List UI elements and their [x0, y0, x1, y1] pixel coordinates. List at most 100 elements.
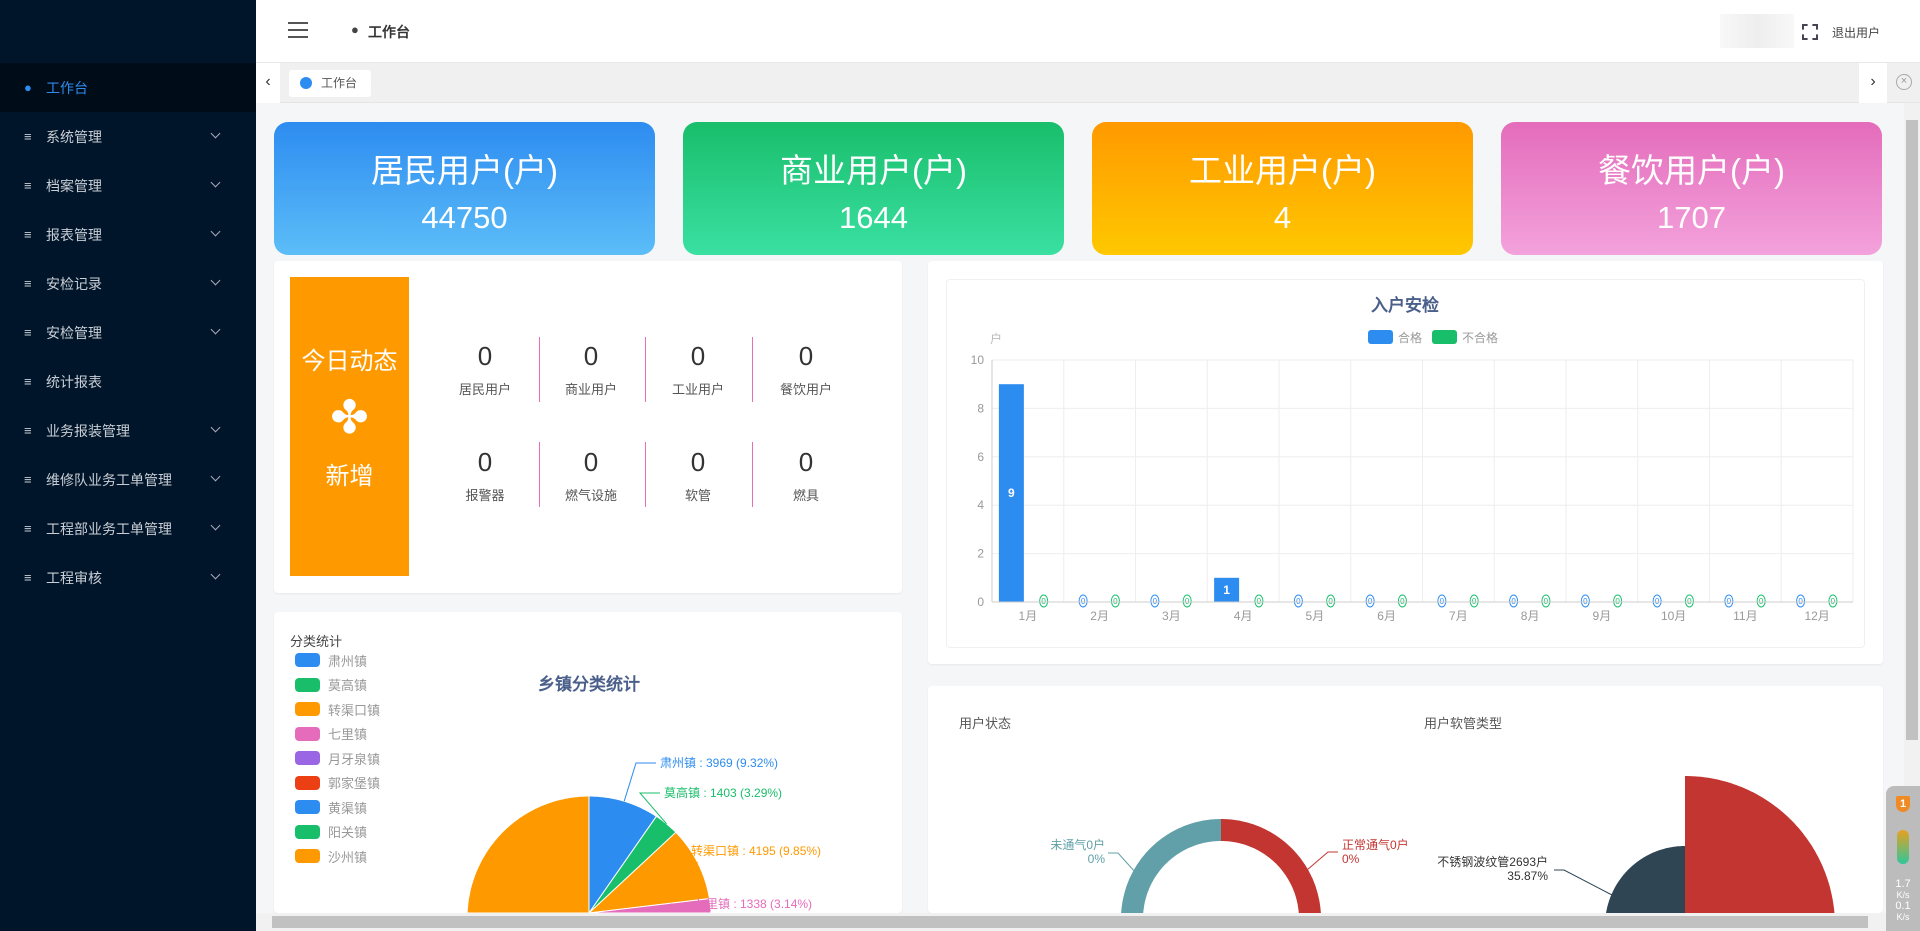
tab-workbench[interactable]: 工作台	[289, 70, 371, 97]
legend-item[interactable]: 莫高镇	[295, 677, 367, 693]
stat-card-1[interactable]: 商业用户(户) 1644	[683, 122, 1064, 255]
legend-swatch[interactable]	[1432, 330, 1457, 344]
legend-label: 月牙泉镇	[328, 751, 381, 767]
bar-zero-marker[interactable]	[1365, 594, 1375, 608]
menu-toggle-icon[interactable]	[288, 22, 308, 38]
today-badge: 今日动态 ✤ 新增	[290, 277, 409, 576]
legend-item[interactable]: 转渠口镇	[295, 701, 381, 718]
legend-item[interactable]: 郭家堡镇	[295, 775, 380, 791]
sidebar-item-0[interactable]: ● 工作台	[0, 63, 256, 112]
legend-label: 郭家堡镇	[328, 776, 381, 791]
donut-slice[interactable]	[1221, 819, 1321, 913]
bar-zero-marker[interactable]	[1110, 594, 1120, 608]
bar-zero-marker[interactable]	[1397, 594, 1407, 608]
donut-slice[interactable]	[1121, 819, 1221, 913]
chevron-down-icon	[210, 177, 221, 188]
sidebar-item-1[interactable]: ≡ 系统管理	[0, 112, 256, 161]
bar-zero-marker[interactable]	[1796, 594, 1806, 608]
rose-slice[interactable]	[1568, 776, 1835, 913]
menu-icon: ≡	[24, 178, 32, 193]
horizontal-scrollbar[interactable]	[256, 913, 1904, 931]
bar-zero-marker[interactable]	[1828, 594, 1838, 608]
donut-label-percent: 0%	[1088, 852, 1106, 866]
stat-card-2[interactable]: 工业用户(户) 4	[1092, 122, 1473, 255]
stat-card-3[interactable]: 餐饮用户(户) 1707	[1501, 122, 1882, 255]
pie-slice[interactable]	[588, 795, 658, 913]
sidebar-item-label: 报表管理	[46, 226, 102, 243]
pie-label-line	[638, 792, 667, 825]
bar-zero-marker[interactable]	[1684, 594, 1694, 608]
bar-zero-marker[interactable]	[1724, 594, 1734, 608]
breadcrumb[interactable]: 工作台	[368, 24, 410, 40]
bar-zero-marker[interactable]	[1469, 594, 1479, 608]
stat-card-0[interactable]: 居民用户(户) 44750	[274, 122, 655, 255]
legend-item[interactable]: 黄渠镇	[295, 799, 367, 816]
rose-label-line	[1554, 869, 1613, 896]
pie-slice-remaining[interactable]	[466, 795, 711, 913]
rose-slice[interactable]	[1605, 846, 1685, 913]
x-tick-label: 7月	[1449, 609, 1468, 623]
bar-zero-marker[interactable]	[1326, 594, 1336, 608]
today-subtitle: 新增	[325, 463, 374, 490]
legend-label[interactable]: 合格	[1398, 330, 1422, 345]
bar-zero-marker[interactable]	[1182, 594, 1192, 608]
sidebar-item-4[interactable]: ≡ 安检记录	[0, 259, 256, 308]
pie-slice[interactable]	[588, 898, 712, 913]
sidebar-item-5[interactable]: ≡ 安检管理	[0, 308, 256, 357]
bar[interactable]	[1214, 577, 1240, 602]
sidebar-item-10[interactable]: ≡ 工程审核	[0, 553, 256, 602]
sidebar-item-3[interactable]: ≡ 报表管理	[0, 210, 256, 259]
chevron-down-icon	[210, 226, 221, 237]
legend-label[interactable]: 不合格	[1462, 330, 1498, 345]
bar-zero-marker[interactable]	[1652, 594, 1662, 608]
sidebar-item-8[interactable]: ≡ 维修队业务工单管理	[0, 455, 256, 504]
pie-slice[interactable]	[588, 831, 710, 913]
sidebar-item-2[interactable]: ≡ 档案管理	[0, 161, 256, 210]
legend-item[interactable]: 沙州镇	[295, 848, 367, 865]
today-value: 0	[690, 341, 706, 371]
bar[interactable]	[998, 384, 1024, 602]
close-all-tabs-icon[interactable]: ×	[1896, 74, 1912, 90]
bar-zero-marker[interactable]	[1509, 594, 1519, 608]
chevron-down-icon	[210, 422, 221, 433]
legend-item[interactable]: 肃州镇	[295, 652, 368, 669]
bar-zero-marker[interactable]	[1756, 594, 1766, 608]
legend-item[interactable]: 月牙泉镇	[295, 750, 381, 767]
chart-title: 用户软管类型	[1424, 716, 1502, 731]
legend-label: 莫高镇	[328, 678, 368, 693]
sidebar-item-label: 安检记录	[46, 275, 102, 292]
bar-zero-marker[interactable]	[1078, 594, 1088, 608]
tab-scroll-left-button[interactable]: ‹	[256, 63, 280, 103]
network-speed-widget[interactable]: 1 1.7 K/s 0.1 K/s	[1886, 786, 1920, 931]
bar-zero-marker[interactable]	[1437, 594, 1447, 608]
sidebar-item-9[interactable]: ≡ 工程部业务工单管理	[0, 504, 256, 553]
fullscreen-icon[interactable]	[1802, 24, 1818, 40]
legend-swatch[interactable]	[1368, 330, 1393, 344]
sidebar-item-7[interactable]: ≡ 业务报装管理	[0, 406, 256, 455]
logout-link[interactable]: 退出用户	[1832, 26, 1881, 40]
today-value: 0	[798, 447, 814, 477]
bar-zero-marker[interactable]	[1150, 594, 1160, 608]
bar-zero-marker[interactable]	[1039, 594, 1049, 608]
bar-zero-marker[interactable]	[1293, 594, 1303, 608]
bar-zero-marker[interactable]	[1254, 594, 1264, 608]
download-unit: K/s	[1896, 912, 1910, 922]
x-tick-label: 11月	[1733, 609, 1757, 623]
legend-item[interactable]: 七里镇	[295, 726, 367, 742]
sidebar-item-label: 工程部业务工单管理	[46, 520, 172, 537]
pie-slice[interactable]	[588, 815, 677, 913]
today-panel: 今日动态 ✤ 新增 0 居民用户 0 商业用户 0 工业用户 0 餐饮用户 0 报警器 0 燃气设施 0…	[274, 261, 902, 593]
user-avatar-blurred[interactable]	[1720, 14, 1794, 48]
legend-label: 肃州镇	[328, 653, 368, 669]
bar-zero-marker[interactable]	[1613, 594, 1623, 608]
menu-icon: ≡	[24, 227, 32, 242]
bar-zero-marker[interactable]	[1580, 594, 1590, 608]
tab-scroll-right-button[interactable]: ›	[1859, 63, 1887, 103]
legend-item[interactable]: 阳关镇	[295, 824, 367, 840]
divider	[645, 337, 646, 402]
bar-zero-marker[interactable]	[1541, 594, 1551, 608]
legend-label: 转渠口镇	[328, 702, 381, 718]
sidebar-item-6[interactable]: ≡ 统计报表	[0, 357, 256, 406]
vertical-scrollbar[interactable]	[1904, 103, 1920, 913]
